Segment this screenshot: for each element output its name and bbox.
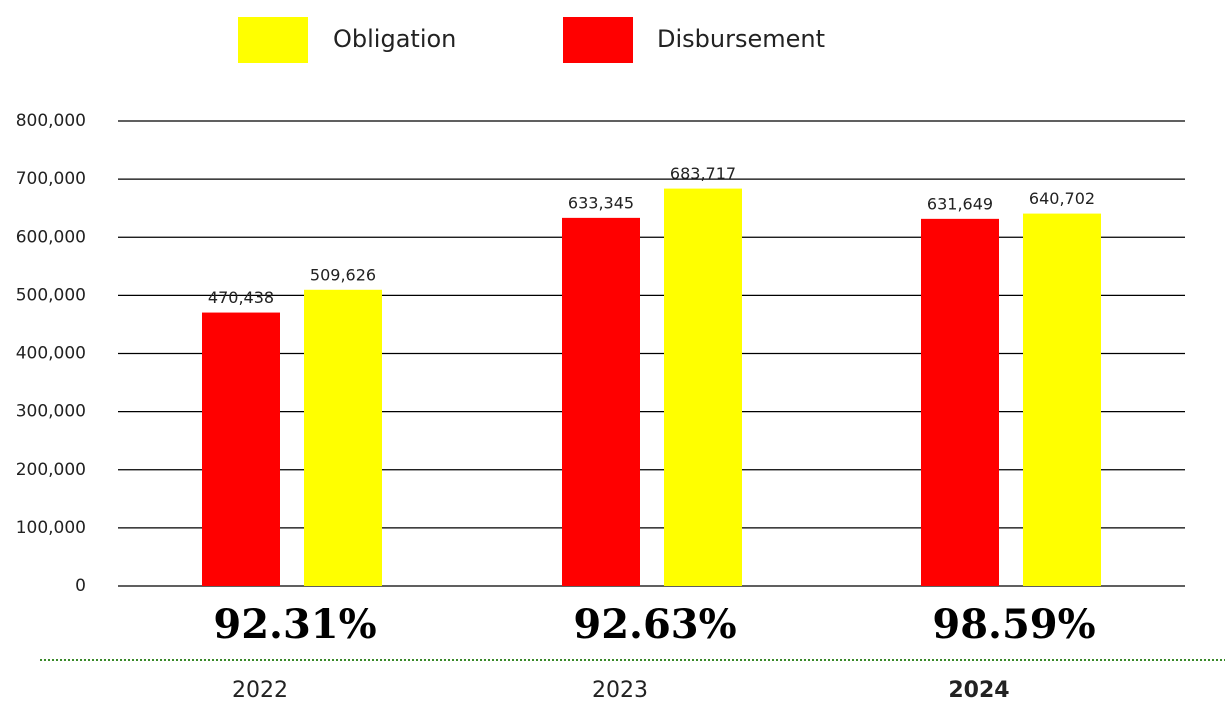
y-tick-label: 500,000 [16, 285, 86, 305]
legend-label: Obligation [333, 25, 456, 53]
y-tick-label: 200,000 [16, 460, 86, 480]
annotation: 98.59% [932, 601, 1095, 648]
x-tick-label: 2023 [592, 678, 648, 702]
y-tick-label: 100,000 [16, 518, 86, 538]
y-tick-label: 0 [75, 576, 86, 596]
y-tick-label: 300,000 [16, 402, 86, 422]
y-tick-label: 400,000 [16, 344, 86, 364]
y-tick-label: 800,000 [16, 111, 86, 131]
bar [202, 312, 280, 586]
value-label: 640,702 [1029, 189, 1095, 208]
legend-swatch [238, 17, 308, 63]
value-label: 683,717 [670, 164, 736, 183]
value-label: 631,649 [927, 194, 993, 213]
value-label: 509,626 [310, 265, 376, 284]
y-tick-label: 600,000 [16, 227, 86, 247]
bar [304, 289, 382, 586]
x-tick-label: 2024 [948, 678, 1009, 702]
annotation: 92.31% [213, 601, 376, 648]
y-tick-label: 700,000 [16, 169, 86, 189]
value-label: 470,438 [208, 288, 274, 307]
x-tick-label: 2022 [232, 678, 288, 702]
bar [921, 218, 999, 587]
value-label: 633,345 [568, 193, 634, 212]
bar [664, 188, 742, 587]
legend-label: Disbursement [657, 25, 825, 53]
legend-swatch [563, 17, 633, 63]
annotation: 92.63% [573, 601, 736, 648]
bar [1023, 213, 1101, 586]
bar [562, 217, 640, 586]
